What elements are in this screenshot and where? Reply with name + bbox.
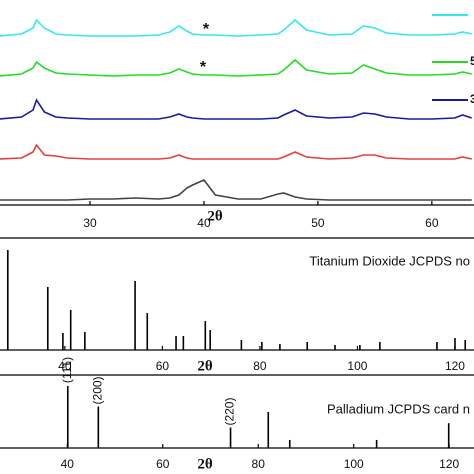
- xrd-curve: [0, 179, 472, 201]
- x-tick-label: 120: [439, 457, 459, 471]
- annotation: *: [200, 59, 207, 76]
- x-tick-label: 60: [156, 359, 170, 373]
- x-tick-label: 60: [425, 216, 439, 230]
- x-axis-label: 2θ: [197, 358, 213, 374]
- x-tick-label: 40: [58, 359, 72, 373]
- x-tick-label: 30: [83, 216, 97, 230]
- panel-title: Titanium Dioxide JCPDS no: [309, 253, 470, 268]
- x-tick-label: 80: [253, 359, 267, 373]
- x-tick-label: 40: [197, 216, 211, 230]
- x-tick-label: 100: [344, 457, 364, 471]
- xrd-curve: [0, 18, 472, 37]
- x-tick-label: 100: [347, 359, 367, 373]
- peak-label: (200): [91, 376, 105, 404]
- x-tick-label: 50: [311, 216, 325, 230]
- legend-label: 5: [470, 54, 474, 68]
- xrd-curve: [0, 98, 472, 120]
- annotation: *: [203, 21, 210, 38]
- x-tick-label: 120: [445, 359, 465, 373]
- peak-label: (220): [223, 398, 237, 426]
- peak-label: (111): [60, 357, 74, 383]
- x-tick-label: 80: [252, 457, 266, 471]
- xrd-curve: [0, 58, 472, 77]
- x-tick-label: 40: [61, 457, 75, 471]
- xrd-curve: [0, 143, 472, 160]
- x-axis-label: 2θ: [207, 208, 223, 224]
- panel-title: Palladium JCPDS card n: [327, 401, 470, 416]
- x-tick-label: 60: [156, 457, 170, 471]
- x-axis-label: 2θ: [197, 456, 213, 472]
- legend-label: 3: [470, 92, 474, 106]
